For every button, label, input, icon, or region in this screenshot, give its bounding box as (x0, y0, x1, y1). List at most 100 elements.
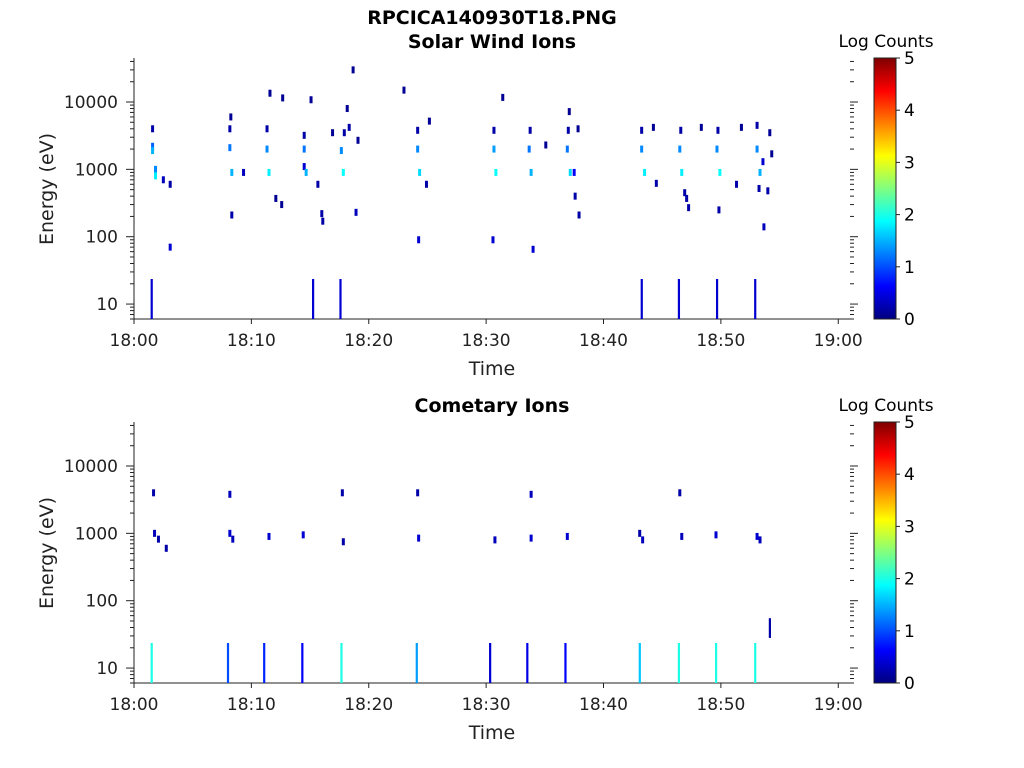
data-cell (345, 105, 349, 113)
data-cell (156, 535, 160, 543)
data-cell (274, 194, 278, 202)
data-cell (309, 96, 313, 104)
x-tick-label: 18:30 (462, 695, 511, 715)
data-cell (568, 168, 572, 176)
data-cell (529, 490, 533, 498)
data-cell (356, 136, 360, 144)
y-tick-label: 10 (96, 659, 118, 679)
data-cell (321, 217, 325, 225)
data-cell (339, 147, 343, 155)
data-cell (230, 211, 234, 219)
y-tick-label: 1000 (75, 160, 118, 180)
colorbar: Log Counts 0 1 2 3 4 5 (838, 32, 933, 330)
data-bar (526, 643, 529, 683)
data-cell (417, 534, 421, 542)
data-cell (699, 123, 703, 131)
data-cell (640, 145, 644, 153)
data-cell (492, 145, 496, 153)
data-cell (341, 538, 345, 546)
y-tick-label: 1000 (75, 524, 118, 544)
data-cell (151, 125, 155, 133)
data-cell (267, 168, 271, 176)
data-cell (265, 145, 269, 153)
data-cell (739, 123, 743, 131)
data-cell (267, 532, 271, 540)
data-cell (151, 147, 155, 155)
data-cell (242, 168, 246, 176)
data-cell (161, 176, 165, 184)
data-cell (528, 126, 532, 134)
data-cell (761, 158, 765, 166)
data-cell (566, 126, 570, 134)
data-bar (489, 643, 492, 683)
data-bar (638, 643, 641, 683)
data-cell (152, 489, 156, 497)
data-cell (402, 86, 406, 94)
data-cell (755, 532, 759, 540)
data-cell (228, 490, 232, 498)
data-cell (354, 208, 358, 216)
panel-title: Solar Wind Ions (408, 31, 576, 53)
data-cell (640, 126, 644, 134)
data-bar (301, 643, 304, 683)
x-axis-label: Time (468, 358, 516, 380)
data-cell (301, 531, 305, 539)
data-bar (150, 643, 153, 683)
data-cell (678, 145, 682, 153)
data-cell (304, 168, 308, 176)
data-bar (714, 643, 718, 683)
data-cell (758, 536, 762, 544)
colorbar-label: Log Counts (838, 32, 933, 52)
data-cell (418, 168, 422, 176)
colorbar-tick-label: 2 (904, 206, 915, 226)
data-cell (351, 66, 355, 74)
plot-area (133, 58, 850, 320)
data-bar (312, 279, 315, 319)
y-tick-label: 100 (86, 592, 118, 612)
data-cell (320, 210, 324, 218)
data-cell (683, 189, 687, 197)
data-cell (717, 206, 721, 214)
data-cell (228, 144, 232, 152)
data-cell (755, 121, 759, 129)
x-tick-label: 18:10 (227, 695, 276, 715)
data-cell (427, 117, 431, 125)
colorbar-tick-label: 2 (904, 570, 915, 590)
data-bar (754, 279, 757, 319)
x-tick-label: 18:00 (110, 331, 159, 351)
data-cell (229, 113, 233, 121)
data-cell (302, 145, 306, 153)
panel-solar-wind: Solar Wind Ions 18:00 18:10 18:20 18:30 18:4… (36, 31, 934, 380)
data-bar (640, 279, 643, 319)
y-axis-ticks: 10 100 1000 10000 (64, 60, 858, 320)
colorbar-tick-label: 1 (904, 258, 915, 278)
data-cell (493, 536, 497, 544)
data-cell (230, 168, 234, 176)
data-cell (762, 223, 766, 231)
data-cell (577, 211, 581, 219)
data-cell (529, 534, 533, 542)
data-bar (564, 643, 567, 683)
data-cell (641, 536, 645, 544)
data-cell (491, 236, 495, 244)
data-cell (544, 141, 548, 149)
data-bar (677, 643, 681, 683)
colorbar-tick-label: 0 (904, 310, 915, 330)
x-axis-ticks: 18:00 18:10 18:20 18:30 18:40 18:50 19:00 (110, 683, 863, 715)
panel-title: Cometary Ions (415, 395, 570, 417)
data-cell (572, 168, 576, 176)
data-cell (687, 204, 691, 212)
data-cell (168, 243, 172, 251)
colorbar-label: Log Counts (838, 396, 933, 416)
data-cell (231, 535, 235, 543)
data-cell (151, 142, 155, 150)
data-cell (154, 165, 158, 173)
data-cell (281, 94, 285, 102)
y-axis-label: Energy (eV) (36, 497, 58, 609)
x-tick-label: 18:00 (110, 695, 159, 715)
data-cell (416, 489, 420, 497)
data-cell (735, 180, 739, 188)
data-cell (316, 180, 320, 188)
data-cell (494, 168, 498, 176)
y-tick-label: 10 (96, 295, 118, 315)
